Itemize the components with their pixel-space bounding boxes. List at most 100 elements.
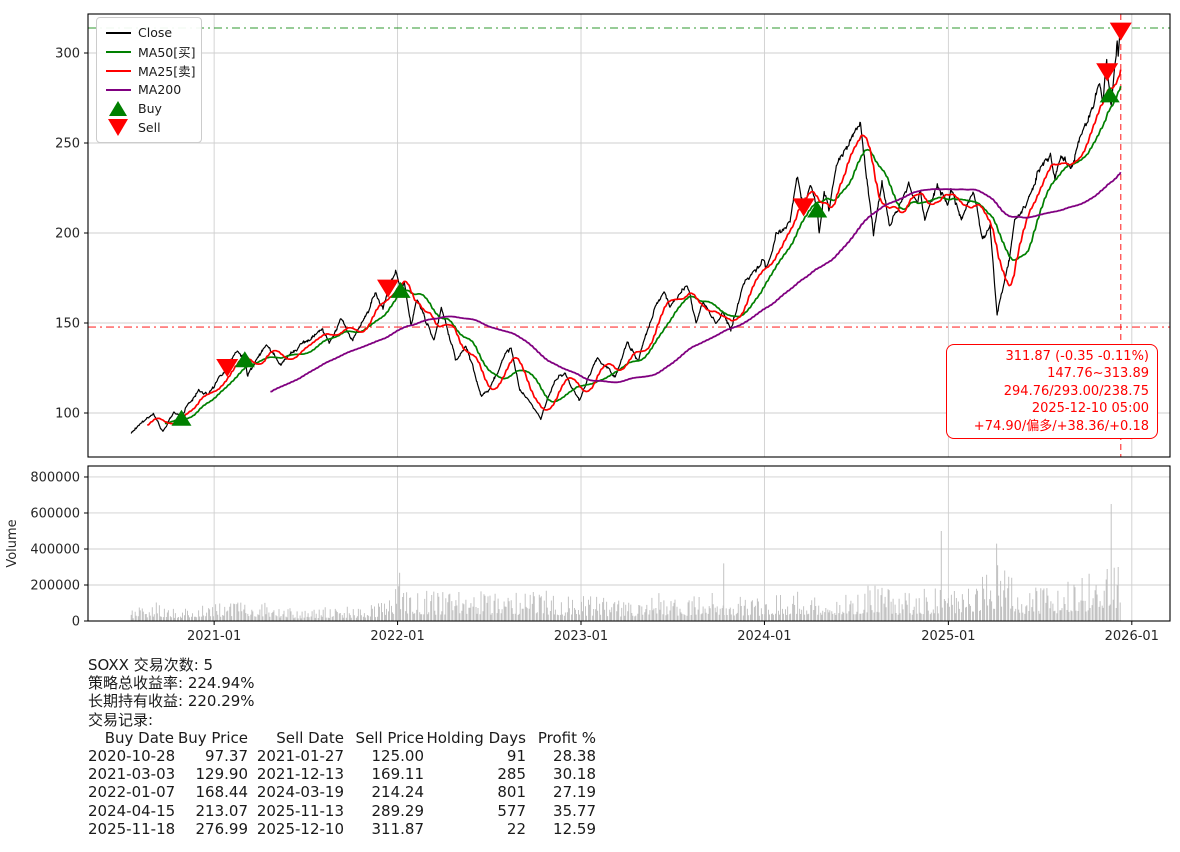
legend-label: Buy — [138, 101, 162, 116]
volume-bars — [130, 504, 1121, 621]
trade-cell: 2025-11-13 — [256, 801, 344, 820]
trades-rows: 2020-10-28 97.37 2021-01-27 125.00 91 28.38 20… — [88, 747, 596, 838]
trade-row: 2025-11-18 276.99 2025-12-10 311.87 22 12.59 — [88, 820, 596, 838]
volume-tick-label: 0 — [72, 615, 80, 630]
legend-item-ma200: MA200 — [105, 80, 193, 99]
buy-marker — [807, 201, 828, 218]
trade-cell: 28.38 — [553, 747, 596, 766]
x-tick-label: 2024-01 — [737, 629, 791, 644]
trade-cell: 276.99 — [195, 819, 249, 838]
y-tick-label: 150 — [55, 317, 80, 332]
trade-cell: 577 — [497, 801, 526, 820]
close-line — [130, 29, 1122, 434]
buy-marker — [390, 281, 411, 298]
buy-marker-icon — [105, 101, 131, 116]
trade-records-label: 交易记录: — [88, 710, 154, 729]
legend-label: Close — [138, 25, 173, 40]
col-holding-days: Holding Days — [426, 728, 526, 747]
trade-cell: 2020-10-28 — [88, 747, 176, 766]
x-tick-label: 2025-01 — [921, 629, 975, 644]
trade-cell: 22 — [506, 819, 526, 838]
sell-marker-icon — [105, 119, 131, 136]
legend-item-close: Close — [105, 23, 193, 42]
trade-cell: 2021-03-03 — [88, 765, 176, 784]
ma200-line — [270, 171, 1122, 393]
legend-item-sell: Sell — [105, 118, 193, 137]
buy-marker — [1099, 86, 1120, 103]
y-tick-label: 100 — [55, 407, 80, 422]
x-tick-label: 2023-01 — [554, 629, 608, 644]
legend: Close MA50[买] MA25[卖] MA200 Buy Sell — [96, 17, 202, 143]
buy-marker — [171, 409, 192, 426]
trade-row: 2024-04-15 213.07 2025-11-13 289.29 577 35.77 — [88, 802, 596, 820]
sell-marker — [216, 359, 239, 378]
trade-cell: 169.11 — [371, 765, 425, 784]
legend-label: MA200 — [138, 82, 182, 97]
trade-cell: 289.29 — [371, 801, 425, 820]
trade-cell: 168.44 — [195, 783, 249, 802]
trades-table: Buy Date Buy Price Sell Date Sell Price … — [88, 729, 596, 838]
y-tick-label: 300 — [55, 47, 80, 62]
hold-return-text: 长期持有收益: 220.29% — [88, 692, 255, 711]
trade-cell: 2021-01-27 — [256, 747, 344, 766]
trade-cell: 213.07 — [195, 801, 249, 820]
col-buy-price: Buy Price — [177, 728, 248, 747]
trade-cell: 35.77 — [553, 801, 596, 820]
buy-marker — [234, 351, 255, 368]
ma50-line — [164, 85, 1122, 425]
trade-cell: 2025-11-18 — [88, 819, 176, 838]
last-bar-annotation: 311.87 (-0.35 -0.11%) 147.76~313.89 294.… — [946, 344, 1158, 440]
trade-row: 2020-10-28 97.37 2021-01-27 125.00 91 28.38 — [88, 747, 596, 765]
strategy-return-text: 策略总收益率: 224.94% — [88, 674, 255, 693]
sell-marker — [377, 279, 400, 298]
strategy-summary: SOXX 交易次数: 5 策略总收益率: 224.94% 长期持有收益: 220… — [88, 656, 596, 838]
annotation-price-change: 311.87 (-0.35 -0.11%) — [1005, 349, 1149, 364]
y-tick-label: 250 — [55, 137, 80, 152]
sell-marker — [1109, 22, 1132, 41]
annotation-range: 147.76~313.89 — [1047, 366, 1149, 382]
trade-cell: 214.24 — [371, 783, 425, 802]
trade-cell: 91 — [506, 747, 526, 766]
price-volume-chart: 100 150 200 250 300 0 200000 400000 600000 800000… — [5, 13, 1171, 644]
volume-tick-label: 200000 — [30, 578, 80, 593]
col-profit-pct: Profit % — [537, 728, 596, 747]
x-tick-label: 2026-01 — [1105, 629, 1159, 644]
volume-panel-border — [87, 465, 1171, 622]
annotation-datetime: 2025-12-10 05:00 — [1031, 401, 1149, 417]
x-tick-label: 2021-01 — [187, 629, 241, 644]
volume-tick-label: 400000 — [30, 542, 80, 557]
trade-cell: 30.18 — [553, 765, 596, 784]
trade-cell: 12.59 — [553, 819, 596, 838]
legend-item-ma25: MA25[卖] — [105, 61, 196, 80]
col-sell-date: Sell Date — [276, 728, 344, 747]
legend-item-ma50: MA50[买] — [105, 42, 196, 61]
trade-cell: 2024-04-15 — [88, 801, 176, 820]
trade-cell: 125.00 — [371, 747, 425, 766]
legend-label: MA25[卖] — [138, 64, 196, 79]
trade-cell: 2022-01-07 — [88, 783, 176, 802]
ma200-line-swatch — [105, 88, 131, 91]
col-buy-date: Buy Date — [104, 728, 174, 747]
trade-cell: 2024-03-19 — [256, 783, 344, 802]
trades-count-text: SOXX 交易次数: 5 — [88, 656, 214, 674]
col-sell-price: Sell Price — [355, 728, 424, 747]
legend-item-buy: Buy — [105, 99, 193, 118]
y-tick-label: 200 — [55, 227, 80, 242]
sell-marker — [1096, 63, 1119, 82]
close-line-swatch — [105, 31, 131, 34]
legend-label: Sell — [138, 120, 161, 135]
trade-cell: 129.90 — [195, 765, 249, 784]
trades-table-header: Buy Date Buy Price Sell Date Sell Price … — [88, 729, 596, 747]
trade-cell: 2025-12-10 — [256, 819, 344, 838]
annotation-ma-values: 294.76/293.00/238.75 — [1003, 383, 1149, 399]
volume-tick-label: 600000 — [30, 506, 80, 521]
annotation-signal: +74.90/偏多/+38.36/+0.18 — [973, 418, 1149, 434]
volume-tick-label: 800000 — [30, 470, 80, 485]
trade-row: 2022-01-07 168.44 2024-03-19 214.24 801 27.19 — [88, 783, 596, 801]
trade-row: 2021-03-03 129.90 2021-12-13 169.11 285 30.18 — [88, 765, 596, 783]
trade-cell: 311.87 — [371, 819, 425, 838]
ma25-line-swatch — [105, 69, 131, 72]
x-tick-label: 2022-01 — [370, 629, 424, 644]
ma50-line-swatch — [105, 50, 131, 53]
